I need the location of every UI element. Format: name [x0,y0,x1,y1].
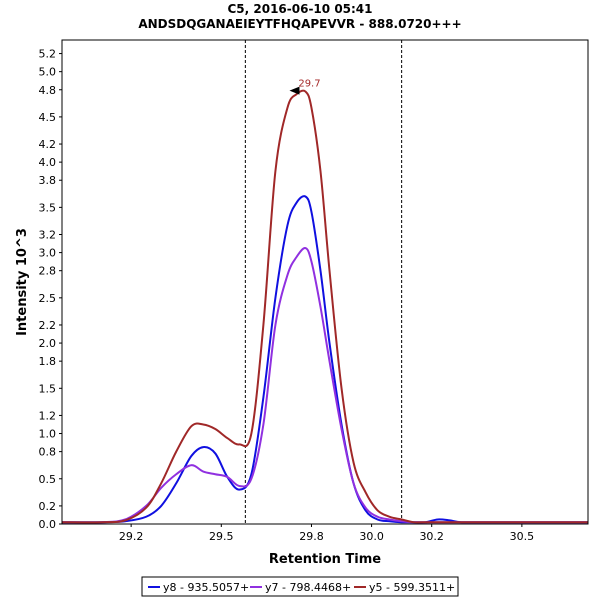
y-tick-label: 3.0 [39,247,57,260]
legend-label: y7 - 798.4468+ [265,581,351,594]
y-tick-label: 4.2 [39,138,57,151]
x-tick-label: 30.0 [359,530,384,543]
y-tick-label: 1.8 [39,355,57,368]
x-tick-label: 30.2 [419,530,444,543]
series-line [61,89,588,524]
chart-title: C5, 2016-06-10 05:41 [227,2,372,16]
y-tick-label: 0.2 [39,500,57,513]
y-tick-label: 0.8 [39,446,57,459]
peak-annotation: 29.7 [289,79,321,95]
x-tick-label: 29.5 [209,530,234,543]
y-axis: 0.0 0.2 0.5 0.8 1.0 1.2 1.5 1.8 2.0 2.2 2.5 2.8 3.0 3… [39,48,62,531]
peak-marker-icon [289,86,300,95]
y-axis-title: Intensity 10^3 [15,228,30,336]
y-tick-label: 5.2 [39,48,57,61]
peak-label: 29.7 [298,79,320,90]
legend-label: y5 - 599.3511+ [369,581,455,594]
legend-label: y8 - 935.5057+ [163,581,249,594]
x-tick-label: 29.8 [299,530,324,543]
x-axis-title: Retention Time [269,552,381,567]
y-tick-label: 0.0 [39,518,57,531]
y-tick-label: 3.5 [39,201,57,214]
y-tick-label: 2.5 [39,292,57,305]
y-tick-label: 1.5 [39,382,57,395]
y-tick-label: 0.5 [39,473,57,486]
series-layer [61,89,588,524]
y-tick-label: 2.8 [39,265,57,278]
y-tick-label: 3.8 [39,174,57,187]
y-tick-label: 4.0 [39,156,57,169]
y-tick-label: 2.2 [39,319,57,332]
y-tick-label: 3.2 [39,229,57,242]
bounds-layer [244,40,403,524]
chart-subtitle: ANDSDQGANAEIEYTFHQAPEVVR - 888.0720+++ [138,17,461,31]
x-axis: 29.2 29.5 29.8 30.0 30.2 30.5 [119,524,534,543]
y-tick-label: 1.2 [39,409,57,422]
legend-box [141,576,459,597]
y-tick-label: 5.0 [39,66,57,79]
y-tick-label: 4.5 [39,111,57,124]
series-line [61,247,588,524]
y-tick-label: 1.0 [39,428,57,441]
plot-area [61,39,589,525]
x-tick-label: 30.5 [510,530,535,543]
legend: y8 - 935.5057+ y7 - 798.4468+ y5 - 599.351… [141,576,459,597]
y-tick-label: 2.0 [39,337,57,350]
x-tick-label: 29.2 [119,530,144,543]
y-tick-label: 4.8 [39,84,57,97]
series-line [61,195,588,524]
